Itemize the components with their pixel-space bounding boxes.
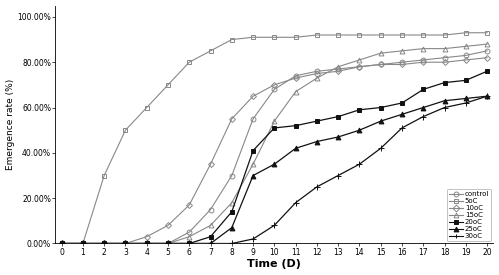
X-axis label: Time (D): Time (D) — [248, 259, 301, 270]
Y-axis label: Emergence rate (%): Emergence rate (%) — [5, 79, 14, 170]
Legend: control, 5oC, 10oC, 15oC, 20oC, 25oC, 30oC: control, 5oC, 10oC, 15oC, 20oC, 25oC, 30… — [447, 189, 492, 241]
